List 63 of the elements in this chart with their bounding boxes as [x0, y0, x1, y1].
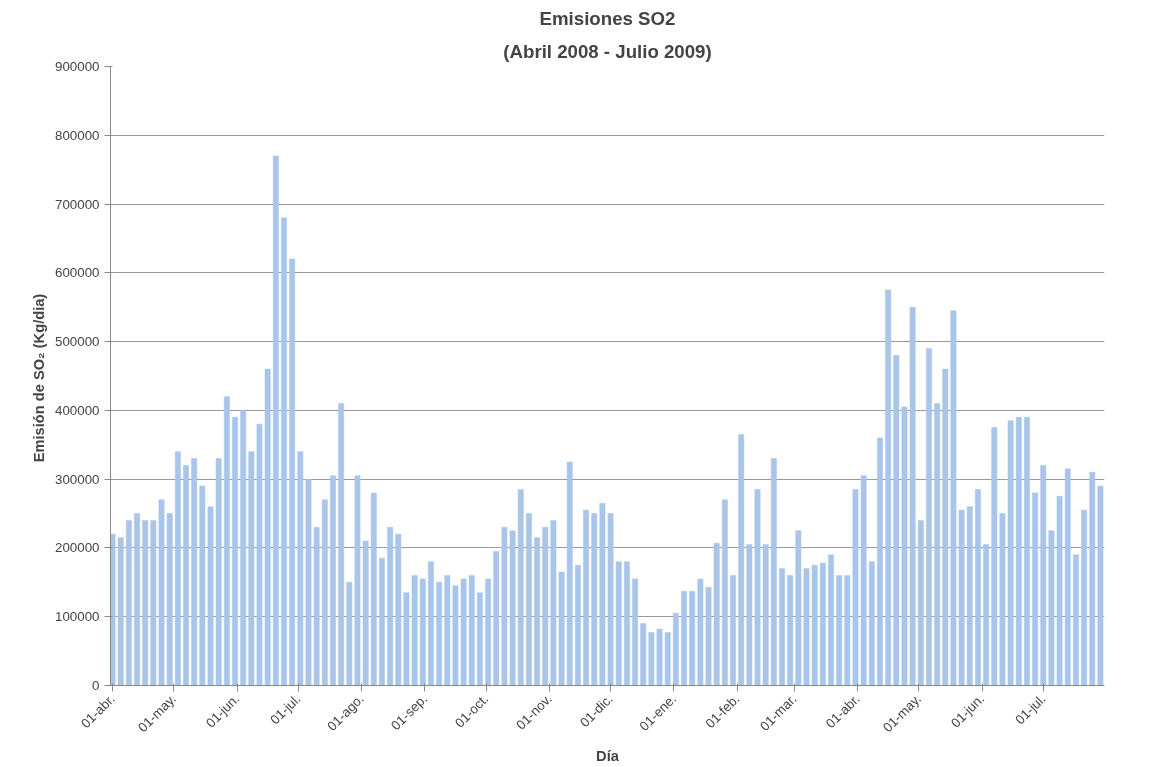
bar	[975, 489, 981, 686]
x-axis-title: Día	[596, 748, 620, 765]
bar	[281, 217, 287, 686]
y-axis-title: Emisión de SO₂ (Kg/dia)	[31, 293, 48, 463]
bar	[232, 417, 238, 686]
bar	[934, 403, 941, 686]
bar	[183, 465, 189, 686]
bar	[379, 558, 385, 686]
bar	[721, 499, 728, 686]
bar	[240, 410, 247, 686]
y-tick-label: 800000	[55, 127, 100, 143]
bar	[321, 499, 328, 686]
y-tick-label: 300000	[55, 471, 100, 487]
bar	[534, 537, 540, 686]
y-tick-label: 500000	[55, 334, 100, 350]
bar	[289, 258, 296, 686]
y-tick-label: 900000	[55, 59, 100, 74]
bar	[477, 592, 483, 686]
bar	[338, 403, 345, 686]
bar	[770, 458, 777, 686]
bar	[1032, 492, 1039, 686]
chart-title: Emisiones SO2	[539, 7, 676, 29]
y-tick-label: 0	[92, 678, 100, 693]
y-tick-label: 200000	[55, 540, 100, 556]
bar	[836, 575, 843, 686]
bar	[787, 575, 794, 686]
bar	[387, 527, 394, 686]
bar	[485, 578, 491, 686]
bar	[623, 561, 630, 686]
bar	[868, 561, 875, 686]
bar	[1081, 509, 1087, 686]
bar	[983, 544, 990, 686]
bar	[885, 289, 892, 686]
bar	[436, 582, 443, 686]
chart-subtitle: (Abril 2008 - Julio 2009)	[503, 40, 712, 62]
y-tick-label: 700000	[55, 196, 100, 212]
bar	[583, 509, 589, 686]
bar	[681, 591, 687, 686]
bar	[272, 155, 279, 686]
bar	[174, 451, 181, 686]
bar	[125, 520, 132, 686]
bar	[575, 564, 581, 686]
bar	[738, 434, 745, 686]
bar	[1073, 554, 1079, 686]
bar	[134, 513, 140, 686]
bar	[877, 437, 883, 686]
bar	[730, 575, 736, 686]
bar	[779, 568, 785, 686]
bar	[223, 396, 230, 686]
y-tick-label: 400000	[55, 402, 100, 418]
bar	[526, 513, 532, 686]
bar	[917, 520, 924, 686]
bar	[191, 458, 198, 686]
bar	[330, 475, 336, 686]
y-tick-label: 600000	[55, 265, 100, 281]
bar	[632, 578, 638, 686]
bar	[926, 348, 932, 686]
bar	[1024, 417, 1030, 686]
bar	[672, 613, 679, 686]
y-tick-label: 100000	[55, 609, 100, 625]
bar	[828, 554, 834, 686]
bar	[819, 562, 826, 686]
bar	[428, 561, 434, 686]
